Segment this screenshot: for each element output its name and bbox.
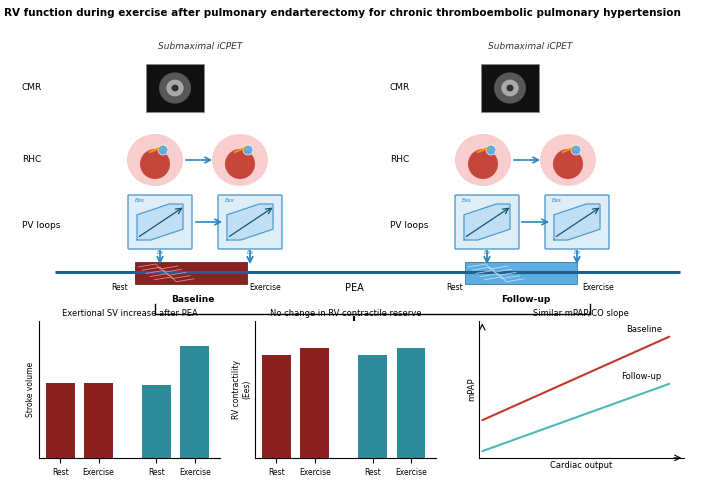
Text: Ees: Ees	[552, 198, 562, 203]
Text: Ea: Ea	[157, 250, 164, 255]
Ellipse shape	[455, 134, 511, 186]
Bar	[135, 262, 247, 284]
Text: Follow-up: Follow-up	[501, 295, 551, 304]
Ellipse shape	[243, 145, 253, 155]
Bar	[358, 355, 387, 458]
Bar	[301, 348, 329, 458]
Ellipse shape	[167, 80, 184, 96]
Ellipse shape	[127, 134, 183, 186]
Ellipse shape	[468, 149, 498, 179]
Ellipse shape	[494, 72, 526, 104]
Text: PV loops: PV loops	[390, 220, 428, 229]
Text: RHC: RHC	[22, 156, 41, 164]
Ellipse shape	[553, 149, 583, 179]
Text: Baseline: Baseline	[626, 325, 661, 334]
Text: Rest: Rest	[447, 283, 464, 292]
Bar	[465, 262, 577, 284]
Bar	[84, 383, 113, 458]
Text: Exercise: Exercise	[249, 283, 281, 292]
Text: Ea: Ea	[247, 250, 253, 255]
Text: Submaximal iCPET: Submaximal iCPET	[158, 42, 242, 51]
FancyBboxPatch shape	[545, 195, 609, 249]
Text: Rest: Rest	[111, 283, 128, 292]
Text: Ea: Ea	[574, 250, 581, 255]
FancyBboxPatch shape	[455, 195, 519, 249]
Text: CMR: CMR	[22, 83, 43, 93]
Text: Submaximal iCPET: Submaximal iCPET	[488, 42, 572, 51]
Text: Ees: Ees	[135, 198, 145, 203]
Ellipse shape	[571, 145, 581, 155]
Text: CMR: CMR	[390, 83, 411, 93]
Text: Ea: Ea	[484, 250, 491, 255]
Y-axis label: RV contractility
(Ees): RV contractility (Ees)	[232, 360, 251, 419]
Text: Ees: Ees	[225, 198, 235, 203]
Title: No change in RV contractile reserve: No change in RV contractile reserve	[270, 309, 421, 319]
Ellipse shape	[506, 85, 513, 92]
Text: PV loops: PV loops	[22, 220, 60, 229]
Y-axis label: mPAP: mPAP	[467, 377, 476, 401]
Polygon shape	[464, 204, 510, 240]
Text: RHC: RHC	[390, 156, 409, 164]
Ellipse shape	[540, 134, 596, 186]
Bar	[45, 383, 74, 458]
Ellipse shape	[501, 80, 519, 96]
Ellipse shape	[172, 85, 179, 92]
Text: PEA: PEA	[345, 283, 364, 293]
Bar	[262, 355, 291, 458]
FancyBboxPatch shape	[218, 195, 282, 249]
Polygon shape	[227, 204, 273, 240]
Bar	[180, 346, 209, 458]
Bar	[396, 348, 425, 458]
Polygon shape	[554, 204, 600, 240]
Ellipse shape	[486, 145, 496, 155]
Ellipse shape	[140, 149, 170, 179]
Text: Baseline: Baseline	[172, 295, 215, 304]
Text: RV function during exercise after pulmonary endarterectomy for chronic thromboem: RV function during exercise after pulmon…	[4, 8, 681, 18]
Bar	[146, 64, 204, 112]
Polygon shape	[137, 204, 183, 240]
Y-axis label: Stroke volume: Stroke volume	[26, 362, 35, 417]
Ellipse shape	[159, 72, 191, 104]
Bar	[142, 386, 171, 458]
Ellipse shape	[225, 149, 255, 179]
Ellipse shape	[212, 134, 268, 186]
X-axis label: Cardiac output: Cardiac output	[550, 461, 613, 469]
Title: Exertional SV increase after PEA: Exertional SV increase after PEA	[62, 309, 197, 319]
Text: Ees: Ees	[462, 198, 471, 203]
Bar	[481, 64, 539, 112]
FancyBboxPatch shape	[128, 195, 192, 249]
Title: Similar mPAP/CO slope: Similar mPAP/CO slope	[533, 309, 630, 319]
Text: Follow-up: Follow-up	[622, 372, 661, 381]
Text: Exercise: Exercise	[582, 283, 614, 292]
Ellipse shape	[158, 145, 168, 155]
